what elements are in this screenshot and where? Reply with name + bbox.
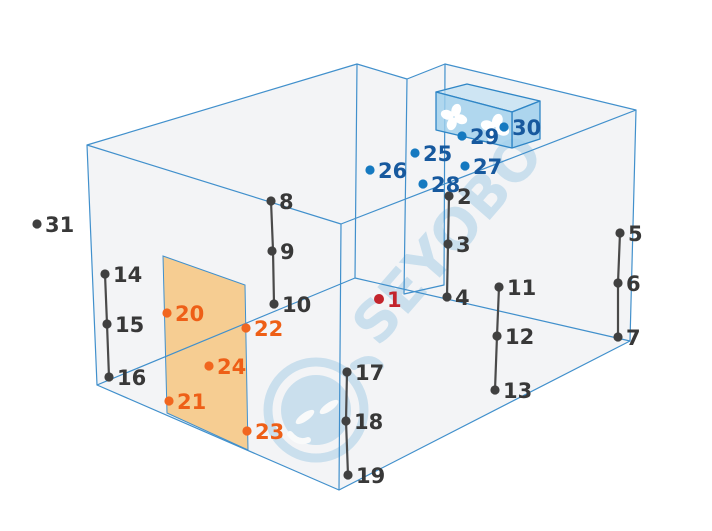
point-dot-30 <box>499 122 509 132</box>
point-dot-26 <box>365 165 375 175</box>
point-dot-6 <box>613 278 623 288</box>
point-dot-23 <box>242 426 252 436</box>
point-label-16: 16 <box>117 366 146 390</box>
point-dot-3 <box>443 239 453 249</box>
logo-mouth <box>287 431 311 445</box>
point-dot-19 <box>343 470 353 480</box>
point-label-27: 27 <box>473 155 502 179</box>
point-label-1: 1 <box>387 288 402 312</box>
point-label-24: 24 <box>217 355 246 379</box>
point-dot-16 <box>104 372 114 382</box>
watermark-logo <box>263 356 384 463</box>
point-label-14: 14 <box>113 263 142 287</box>
point-label-20: 20 <box>175 302 204 326</box>
point-label-31: 31 <box>45 213 74 237</box>
logo-eye-right <box>319 399 339 415</box>
point-dot-29 <box>457 131 467 141</box>
point-label-3: 3 <box>456 233 471 257</box>
point-dot-18 <box>341 416 351 426</box>
point-dot-28 <box>418 179 428 189</box>
fan-blade <box>480 120 495 132</box>
point-label-5: 5 <box>628 222 643 246</box>
fan-1-icon <box>440 103 468 131</box>
point-dot-25 <box>410 148 420 158</box>
point-label-11: 11 <box>507 276 536 300</box>
point-dot-20 <box>162 308 172 318</box>
point-label-13: 13 <box>503 379 532 403</box>
point-label-21: 21 <box>177 390 206 414</box>
point-label-7: 7 <box>626 326 641 350</box>
point-dot-15 <box>102 319 112 329</box>
point-label-29: 29 <box>470 125 499 149</box>
point-dot-11 <box>494 282 504 292</box>
point-dot-7 <box>613 332 623 342</box>
point-label-17: 17 <box>355 361 384 385</box>
point-label-25: 25 <box>423 142 452 166</box>
door-surface <box>162 255 249 451</box>
point-label-22: 22 <box>254 317 283 341</box>
point-label-23: 23 <box>255 420 284 444</box>
point-label-12: 12 <box>505 325 534 349</box>
point-label-8: 8 <box>279 190 294 214</box>
ac-unit <box>435 83 541 149</box>
point-dot-9 <box>267 246 277 256</box>
point-dot-22 <box>241 323 251 333</box>
point-dot-12 <box>492 331 502 341</box>
point-label-10: 10 <box>282 293 311 317</box>
point-label-18: 18 <box>354 410 383 434</box>
point-dot-21 <box>164 396 174 406</box>
logo-face <box>281 375 351 445</box>
point-dot-8 <box>266 196 276 206</box>
fan-hub <box>450 113 458 121</box>
fan-blade <box>487 128 499 143</box>
point-label-4: 4 <box>455 286 470 310</box>
fan-hub <box>491 124 499 132</box>
point-dot-17 <box>342 367 352 377</box>
point-label-9: 9 <box>280 240 295 264</box>
point-label-2: 2 <box>457 185 472 209</box>
point-dot-4 <box>442 292 452 302</box>
logo-leaf <box>350 356 384 370</box>
logo-ring <box>263 357 369 463</box>
point-dot-13 <box>490 385 500 395</box>
point-dot-5 <box>615 228 625 238</box>
logo-eye-left <box>295 409 315 425</box>
room-edges <box>86 63 637 491</box>
point-dot-10 <box>269 299 279 309</box>
point-dot-2 <box>444 191 454 201</box>
point-label-26: 26 <box>378 159 407 183</box>
point-label-6: 6 <box>626 272 641 296</box>
point-label-30: 30 <box>512 116 541 140</box>
door-panel <box>162 255 249 451</box>
point-dot-1 <box>374 294 384 304</box>
room-wireframe <box>86 63 637 491</box>
point-label-15: 15 <box>115 313 144 337</box>
point-label-28: 28 <box>431 173 460 197</box>
fan-blade <box>491 113 503 128</box>
point-dot-31 <box>32 219 42 229</box>
point-dot-27 <box>460 161 470 171</box>
point-label-19: 19 <box>356 464 385 488</box>
point-dot-24 <box>204 361 214 371</box>
point-dot-14 <box>100 269 110 279</box>
